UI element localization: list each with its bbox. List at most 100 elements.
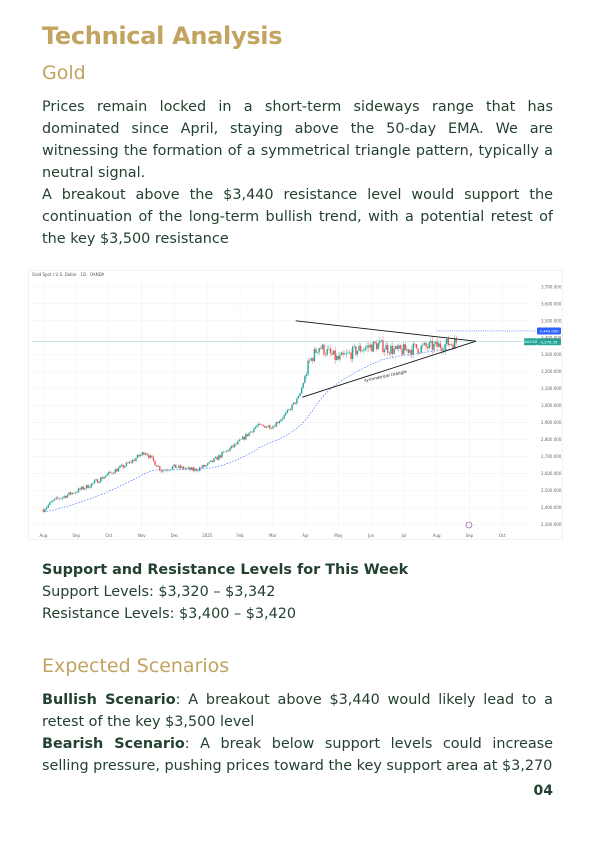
candle-body [224,451,226,453]
candle-body [323,344,325,355]
candle-body [60,498,62,499]
chart-frame [27,269,564,541]
candle-body [167,470,169,471]
candle-body [350,352,352,360]
candle-body [183,466,185,470]
candle-body [398,345,400,349]
candle-body [324,354,327,356]
candle-body [382,340,384,353]
candle-body [380,340,383,342]
candle-body [367,345,370,348]
candle-body [270,428,273,429]
bullish-text: : A breakout above $3,440 would likely l… [42,692,553,730]
candle-body [98,481,100,483]
candle-body [151,455,153,458]
candle-body [406,349,408,351]
candle-body [310,358,312,361]
candle-body [74,492,77,494]
candle-body [379,341,381,344]
support-levels: Support Levels: $3,320 – $3,342 [42,584,276,600]
page-number: 04 [533,783,553,799]
candle-body [219,455,222,458]
candle-body [230,445,233,449]
sr-heading: Support and Resistance Levels for This W… [42,562,409,578]
candle-body [414,343,416,345]
x-tick-label: Jun [367,533,375,538]
y-tick-label: 2,600.000 [541,471,562,476]
triangle-upper-line [295,320,476,342]
candle-body [117,467,120,472]
candle-body [351,346,354,360]
candle-body [291,404,293,410]
candle-body [92,482,94,484]
candle-body [281,418,284,420]
candle-body [300,387,303,394]
candle-body [438,343,440,347]
candle-body [187,467,190,469]
x-tick-label: Aug [40,533,48,538]
candle-body [262,424,265,426]
candle-body [283,414,285,419]
candle-body [246,434,249,436]
candle-body [108,471,110,475]
candle-body [81,486,83,490]
y-tick-label: 2,700.000 [541,454,562,459]
candle-body [277,422,279,424]
last-price-tag [537,338,561,346]
candle-body [143,452,145,455]
candle-body [278,421,281,424]
candle-body [160,470,163,472]
candle-body [170,469,172,471]
candle-body [221,452,223,458]
candle-body [404,344,406,351]
candle-body [355,346,357,355]
candle-body [192,467,194,471]
candle-body [393,348,395,354]
candle-body [106,474,108,476]
breakout-paragraph: A breakout above the $3,440 resistance l… [42,187,553,247]
candle-body [339,355,341,360]
candle-body [396,346,399,349]
candle-body [159,466,161,471]
candle-body [356,350,359,355]
candle-body [348,352,351,353]
candle-body [455,338,457,343]
candle-body [441,347,443,351]
candle-body [297,396,300,399]
symbol-tag-label: XAUUSD [524,340,538,344]
candle-body [401,348,403,355]
y-tick-label: 3,300.000 [541,352,562,357]
candle-body [222,451,225,453]
candle-body [390,345,392,354]
candle-body [127,462,129,464]
candle-body [253,428,255,433]
bearish-scenario: Bearish Scenario: A break below support … [42,733,553,777]
candle-body [44,509,46,512]
candle-body [173,464,175,467]
candle-body [240,439,242,440]
candle-body [315,349,317,353]
candle-body [42,509,45,512]
candle-body [186,468,188,469]
candle-body [375,343,378,350]
candle-body [387,344,389,353]
candle-body [71,492,73,495]
candle-body [264,425,266,428]
candle-body [316,352,319,353]
candle-body [227,450,230,452]
candle-body [412,343,414,355]
candle-body [47,504,49,508]
candle-body [243,436,245,440]
candle-body [361,350,363,352]
page-title: Technical Analysis [42,22,283,50]
candle-body [288,409,290,411]
candle-body [179,465,182,469]
candle-body [95,479,97,481]
candle-body [133,459,136,461]
y-tick-label: 3,000.000 [541,403,562,408]
candle-body [428,342,430,349]
candle-body [275,422,277,427]
y-tick-label: 2,300.000 [541,522,562,527]
candle-body [163,469,166,471]
candle-body [211,460,214,462]
